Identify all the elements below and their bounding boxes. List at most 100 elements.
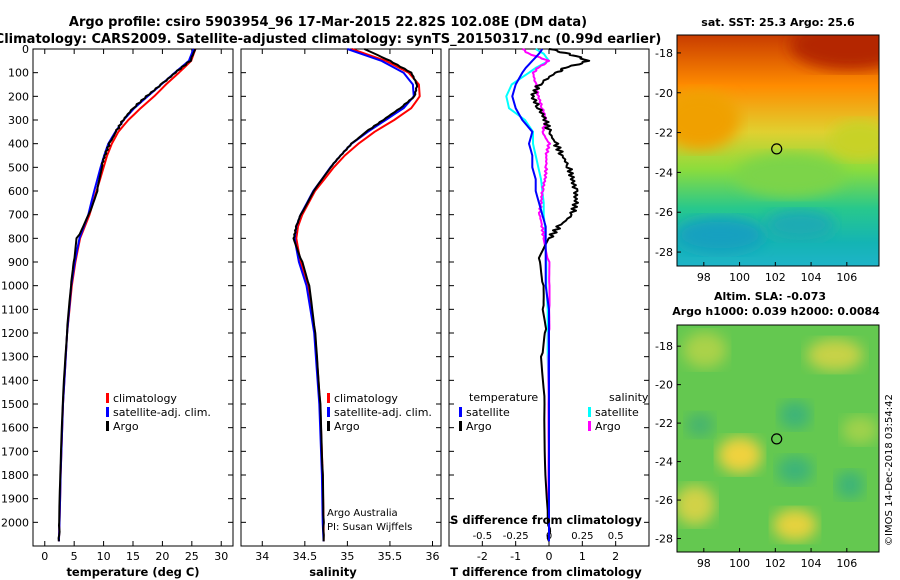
depth-tick-label: 400 [8, 138, 29, 151]
depth-tick-label: 2000 [1, 516, 29, 529]
legend-swatch-argo [327, 421, 330, 431]
credit-argo-australia: Argo Australia [327, 508, 398, 519]
legend-heading-salinity: salinity [609, 391, 649, 404]
salinity-tick-label: 36 [425, 550, 439, 563]
depth-tick-label: 600 [8, 185, 29, 198]
lon-tick-label: 106 [836, 271, 857, 284]
lat-tick-label: -28 [655, 246, 673, 259]
lat-tick-label: -26 [655, 494, 673, 507]
legend-label-satellite: satellite-adj. clim. [334, 406, 432, 419]
legend-swatch-t-satellite [459, 407, 462, 417]
difference-line-salinity-satellite [505, 48, 550, 542]
sst-argo-location-marker [771, 143, 783, 155]
depth-tick-label: 200 [8, 90, 29, 103]
temperature-tick-label: 20 [155, 550, 169, 563]
lon-tick-label: 104 [801, 557, 822, 570]
depth-tick-label: 1400 [1, 374, 29, 387]
legend-swatch-s-satellite [588, 407, 591, 417]
depth-tick-label: 1800 [1, 469, 29, 482]
legend-swatch-climatology [106, 393, 109, 403]
lon-tick-label: 106 [836, 557, 857, 570]
legend-swatch-satellite [106, 407, 109, 417]
s-difference-tick-label: 0.25 [571, 531, 593, 542]
temperature-panel-frame [32, 48, 234, 547]
temperature-tick-label: 5 [71, 550, 78, 563]
t-difference-tick-label: 1 [579, 550, 586, 563]
salinity-series [292, 48, 421, 542]
legend-swatch-climatology [327, 393, 330, 403]
depth-tick-label: 500 [8, 161, 29, 174]
depth-tick-label: 1600 [1, 422, 29, 435]
legend-label-climatology: climatology [334, 392, 398, 405]
legend-label-argo: Argo [113, 420, 139, 433]
sla-map-subtitle: Argo h1000: 0.039 h2000: 0.0084 [672, 305, 880, 318]
sla-map-frame [676, 324, 880, 553]
temperature-tick-label: 10 [97, 550, 111, 563]
depth-tick-label: 1500 [1, 398, 29, 411]
temperature-series [57, 48, 197, 542]
credit-pi: PI: Susan Wijffels [327, 522, 412, 533]
s-difference-tick-label: -0.25 [503, 531, 529, 542]
depth-tick-label: 700 [8, 209, 29, 222]
depth-tick-label: 900 [8, 256, 29, 269]
depth-tick-label: 0 [22, 43, 29, 56]
s-difference-tick-label: -0.5 [473, 531, 493, 542]
sla-map-lat-axis: -18 -20 -22 -24 -26 -28 [655, 340, 681, 546]
lat-tick-label: -22 [655, 417, 673, 430]
legend-label-satellite: satellite-adj. clim. [113, 406, 211, 419]
difference-legend: temperature salinity satellite Argo sate… [459, 391, 649, 433]
lon-tick-label: 98 [697, 557, 711, 570]
salinity-tick-label: 34.5 [293, 550, 318, 563]
sst-map-title: sat. SST: 25.3 Argo: 25.6 [701, 16, 855, 29]
lat-tick-label: -18 [655, 340, 673, 353]
difference-line-temperature-argo [530, 48, 591, 542]
depth-tick-label: 1100 [1, 303, 29, 316]
temperature-x-axis: 0 5 10 15 20 25 30 [41, 49, 228, 563]
lon-tick-label: 104 [801, 271, 822, 284]
legend-label-s-argo: Argo [595, 420, 621, 433]
legend-swatch-satellite [327, 407, 330, 417]
temperature-line-climatology [57, 48, 197, 542]
depth-tick-label: 1200 [1, 327, 29, 340]
lat-tick-label: -20 [655, 379, 673, 392]
s-difference-axis-label: S difference from climatology [450, 513, 642, 527]
lon-tick-label: 102 [765, 557, 786, 570]
legend-swatch-t-argo [459, 421, 462, 431]
salinity-tick-label: 35.5 [378, 550, 403, 563]
imos-timestamp: ©IMOS 14-Dec-2018 03:54:42 [884, 394, 895, 546]
depth-tick-label: 100 [8, 67, 29, 80]
sst-map-lon-axis: 98 100 102 104 106 [697, 262, 857, 284]
legend-label-t-satellite: satellite [466, 406, 510, 419]
lon-tick-label: 100 [729, 557, 750, 570]
lon-tick-label: 102 [765, 271, 786, 284]
salinity-tick-label: 34 [255, 550, 269, 563]
legend-swatch-s-argo [588, 421, 591, 431]
salinity-x-axis: 34 34.5 35 35.5 36 [255, 49, 439, 563]
sst-map-image [677, 35, 879, 266]
lat-tick-label: -24 [655, 456, 673, 469]
t-difference-x-axis: -2 -1 0 1 2 [477, 49, 619, 563]
salinity-axis-label: salinity [309, 565, 357, 579]
legend-label-s-satellite: satellite [595, 406, 639, 419]
t-difference-tick-label: 0 [546, 550, 553, 563]
legend-heading-temperature: temperature [469, 391, 538, 404]
lon-tick-label: 98 [697, 271, 711, 284]
lat-tick-label: -26 [655, 206, 673, 219]
temperature-tick-label: 0 [41, 550, 48, 563]
lat-tick-label: -18 [655, 47, 673, 60]
lat-tick-label: -24 [655, 166, 673, 179]
depth-tick-label: 800 [8, 232, 29, 245]
temperature-line-argo [57, 48, 197, 542]
difference-line-temperature-satellite [511, 48, 550, 542]
figure-title-line2: Climatology: CARS2009. Satellite-adjuste… [0, 32, 661, 47]
legend-swatch-argo [106, 421, 109, 431]
depth-axis: 0 100 200 300 400 500 600 700 800 900 1000 1100 1200… [1, 43, 649, 529]
t-difference-tick-label: -1 [510, 550, 521, 563]
figure-title-line1: Argo profile: csiro 5903954_96 17-Mar-20… [69, 15, 587, 30]
sla-argo-location-marker [771, 433, 783, 445]
s-difference-tick-label: 0.5 [608, 531, 624, 542]
temperature-legend: climatology satellite-adj. clim. Argo [106, 392, 211, 433]
t-difference-tick-label: -2 [477, 550, 488, 563]
